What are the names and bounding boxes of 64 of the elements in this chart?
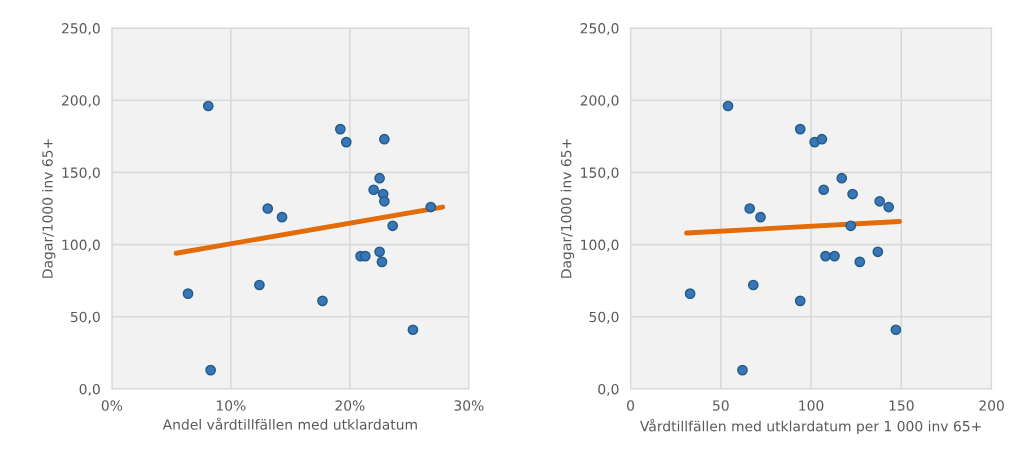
x-tick-label: 200: [979, 400, 1004, 411]
y-tick-label: 50,0: [70, 311, 100, 324]
point: [847, 188, 858, 200]
point: [379, 195, 390, 207]
point: [845, 220, 857, 232]
point: [317, 295, 328, 307]
point: [376, 256, 388, 268]
point: [684, 288, 696, 300]
point: [818, 184, 830, 196]
point: [368, 184, 379, 196]
point: [374, 172, 385, 184]
x-axis-title: Andel vårdtillfällen med utklardatum: [162, 417, 417, 430]
y-tick-label: 150,0: [62, 167, 100, 180]
point: [816, 133, 828, 145]
point: [182, 288, 194, 300]
point: [254, 279, 265, 291]
point: [379, 133, 390, 145]
point: [374, 246, 385, 258]
x-tick-label: 50: [713, 400, 729, 411]
x-tick-label: 20%: [335, 400, 365, 411]
y-tick-label: 100,0: [581, 239, 619, 252]
y-tick-label: 0,0: [79, 383, 100, 396]
point: [794, 123, 806, 135]
point: [407, 324, 419, 336]
point: [836, 172, 848, 184]
point: [890, 324, 902, 336]
y-tick-label: 50,0: [589, 311, 619, 324]
point: [262, 203, 274, 214]
x-tick-label: 0%: [101, 400, 123, 411]
y-tick-label: 150,0: [581, 167, 619, 180]
x-tick-label: 30%: [454, 400, 484, 411]
point: [854, 256, 866, 268]
point: [425, 201, 437, 213]
point: [202, 100, 214, 112]
point: [334, 123, 346, 135]
y-tick-label: 250,0: [62, 23, 100, 35]
y-axis-title: Dagar/1000 inv 65+: [560, 139, 575, 278]
point: [737, 364, 748, 376]
x-tick-label: 0: [627, 400, 635, 411]
point: [205, 364, 216, 376]
x-axis-title: Vårdtillfällen med utklardatum per 1 000 inv 65+: [640, 419, 981, 435]
point: [820, 250, 831, 262]
x-tick-label: 100: [799, 400, 824, 411]
point: [874, 195, 886, 207]
point: [276, 211, 288, 223]
point: [829, 250, 840, 262]
point: [883, 201, 895, 213]
point: [387, 220, 399, 232]
x-tick-label: 10%: [216, 400, 246, 411]
point: [794, 295, 806, 307]
y-tick-label: 200,0: [580, 95, 619, 108]
y-tick-label: 0,0: [598, 383, 619, 396]
point: [722, 100, 734, 112]
y-tick-label: 200,0: [62, 95, 100, 108]
point: [359, 250, 371, 262]
point: [872, 246, 884, 258]
y-tick-label: 100,0: [62, 239, 100, 252]
y-axis-title: Dagar/1000 inv 65+: [42, 139, 56, 278]
point: [755, 211, 766, 223]
x-tick-label: 150: [889, 400, 914, 411]
point: [340, 136, 352, 148]
y-tick-label: 250,0: [580, 23, 619, 35]
point: [744, 203, 756, 214]
point: [747, 279, 759, 291]
